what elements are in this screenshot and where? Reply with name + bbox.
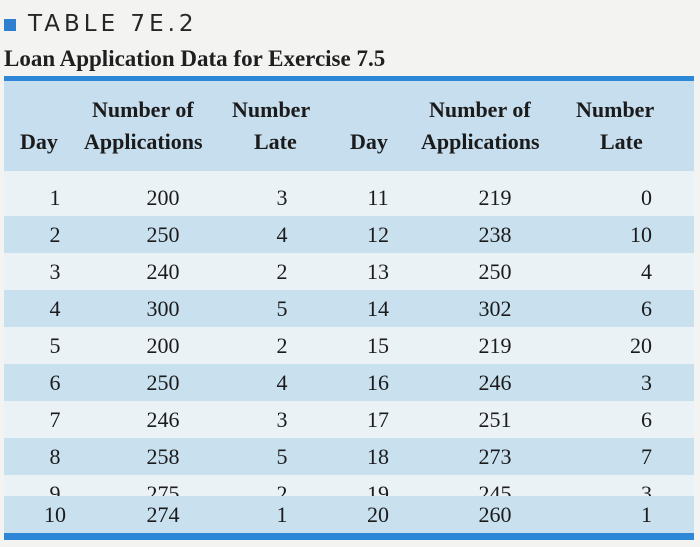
table-row: 10 274 1 20 260 1 [4, 496, 694, 533]
late-b-cell: 20 [630, 333, 652, 358]
applications-b-cell: 260 [478, 502, 512, 527]
late-cell: 2 [276, 259, 288, 284]
square-bullet-icon [4, 19, 16, 31]
late-cell: 1 [276, 502, 288, 527]
applications-cell: 250 [146, 222, 180, 247]
late-cell: 3 [276, 185, 288, 210]
applications-b-cell: 219 [478, 333, 512, 358]
late-b-cell: 4 [641, 259, 652, 284]
applications-cell: 250 [146, 370, 180, 395]
table-row: 3 240 2 13 250 4 [4, 253, 694, 290]
applications-b-cell: 302 [478, 296, 512, 321]
table-number: TABLE 7E.2 [28, 11, 198, 37]
day-b-cell: 14 [367, 296, 389, 321]
table-row: 6 250 4 16 246 3 [4, 364, 694, 401]
table-header: Number of Number Number of Number Day Ap… [4, 81, 694, 171]
late-b-cell: 7 [641, 444, 652, 469]
top-rule [4, 76, 694, 81]
late-cell: 2 [276, 333, 288, 358]
late-cell: 3 [276, 407, 288, 432]
header-apps-b-line1: Number of [429, 97, 531, 122]
late-b-cell: 0 [641, 185, 652, 210]
late-cell: 4 [276, 222, 288, 247]
table-caption: Loan Application Data for Exercise 7.5 [4, 46, 386, 71]
late-b-cell: 6 [641, 296, 652, 321]
late-b-cell: 3 [641, 481, 652, 506]
header-apps-b-line2: Applications [421, 129, 540, 154]
header-apps-line1: Number of [92, 97, 194, 122]
late-cell: 5 [276, 444, 288, 469]
day-b-cell: 20 [367, 502, 389, 527]
day-cell: 1 [49, 185, 61, 210]
late-cell: 4 [276, 370, 288, 395]
applications-cell: 258 [146, 444, 180, 469]
header-late-b-line2: Late [600, 129, 643, 154]
day-b-cell: 15 [367, 333, 389, 358]
late-b-cell: 1 [641, 502, 652, 527]
day-cell: 10 [44, 502, 66, 527]
late-b-cell: 6 [641, 407, 652, 432]
day-b-cell: 12 [367, 222, 389, 247]
table-row: 7 246 3 17 251 6 [4, 401, 694, 438]
table-label: TABLE 7E.2 [4, 6, 198, 42]
day-cell: 6 [49, 370, 61, 395]
applications-cell: 200 [146, 333, 180, 358]
day-b-cell: 13 [367, 259, 389, 284]
day-cell: 4 [49, 296, 61, 321]
table-row: 8 258 5 18 273 7 [4, 438, 694, 475]
day-cell: 7 [49, 407, 61, 432]
applications-b-cell: 251 [478, 407, 512, 432]
day-cell: 8 [49, 444, 61, 469]
table-row: 1 200 3 11 219 0 [4, 179, 694, 216]
loan-data-table: Number of Number Number of Number Day Ap… [4, 81, 694, 533]
applications-cell: 200 [146, 185, 180, 210]
header-day-b: Day [350, 129, 388, 154]
header-late-line1: Number [232, 97, 311, 122]
applications-b-cell: 273 [478, 444, 512, 469]
day-b-cell: 17 [367, 407, 389, 432]
late-cell: 2 [276, 481, 288, 506]
header-day: Day [20, 129, 58, 154]
header-apps-line2: Applications [84, 129, 203, 154]
applications-b-cell: 238 [478, 222, 512, 247]
header-late-b-line1: Number [576, 97, 655, 122]
late-b-cell: 3 [641, 370, 652, 395]
applications-b-cell: 219 [478, 185, 512, 210]
day-b-cell: 11 [367, 185, 389, 210]
bottom-rule [4, 533, 694, 540]
day-cell: 9 [49, 481, 61, 506]
applications-cell: 246 [146, 407, 180, 432]
applications-b-cell: 246 [478, 370, 512, 395]
applications-cell: 274 [146, 502, 180, 527]
day-cell: 5 [49, 333, 61, 358]
late-b-cell: 10 [630, 222, 652, 247]
day-b-cell: 18 [367, 444, 389, 469]
applications-cell: 300 [146, 296, 180, 321]
table-row: 4 300 5 14 302 6 [4, 290, 694, 327]
header-late-line2: Late [254, 129, 297, 154]
table-row: 5 200 2 15 219 20 [4, 327, 694, 364]
day-cell: 3 [49, 259, 61, 284]
day-cell: 2 [49, 222, 61, 247]
late-cell: 5 [276, 296, 288, 321]
applications-b-cell: 250 [478, 259, 512, 284]
day-b-cell: 16 [367, 370, 389, 395]
table-row: 2 250 4 12 238 10 [4, 216, 694, 253]
applications-cell: 240 [146, 259, 180, 284]
